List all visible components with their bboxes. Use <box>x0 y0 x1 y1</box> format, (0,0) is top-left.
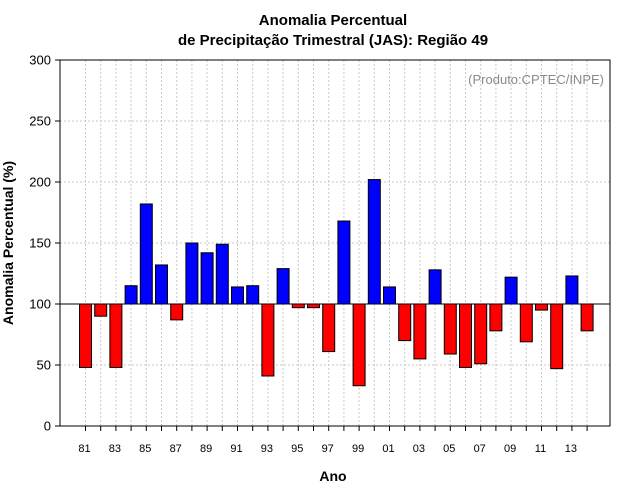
bar-00 <box>367 179 381 305</box>
bar-05 <box>443 303 457 355</box>
x-tick-label: 05 <box>443 443 455 455</box>
bar-98 <box>337 220 351 305</box>
bar-01 <box>383 286 396 305</box>
bar-85 <box>139 203 153 305</box>
y-axis: 0 50 100 150 200 250 300 <box>29 53 60 434</box>
x-tick-label: 95 <box>291 443 303 455</box>
y-axis-title: Anomalia Percentual (%) <box>0 161 16 325</box>
bar-02 <box>398 303 412 342</box>
bars <box>79 179 594 387</box>
y-tick-label: 0 <box>44 419 51 434</box>
chart-title: Anomalia Percentual <box>259 12 407 29</box>
bar-06 <box>459 303 472 368</box>
bar-09 <box>504 276 518 305</box>
bar-96 <box>307 303 320 309</box>
y-tick-label: 200 <box>29 175 51 190</box>
y-tick-label: 300 <box>29 53 51 68</box>
bar-10 <box>519 303 533 343</box>
bar-91 <box>231 286 244 305</box>
y-tick-label: 250 <box>29 114 51 129</box>
x-tick-label: 99 <box>352 443 364 455</box>
x-tick-label: 09 <box>504 443 516 455</box>
bar-07 <box>474 303 488 365</box>
bar-83 <box>109 303 123 368</box>
bar-89 <box>200 252 214 305</box>
bar-97 <box>322 303 336 353</box>
bar-84 <box>124 285 138 305</box>
credit-text: (Produto:CPTEC/INPE) <box>468 72 604 87</box>
bar-12 <box>550 303 564 370</box>
bar-99 <box>352 303 366 387</box>
x-tick-label: 87 <box>170 443 182 455</box>
bar-13 <box>565 275 579 305</box>
x-tick-label: 91 <box>230 443 242 455</box>
bar-82 <box>94 303 108 317</box>
bar-81 <box>79 303 92 368</box>
bar-87 <box>170 303 184 321</box>
chart-subtitle: de Precipitação Trimestral (JAS): Região… <box>178 32 488 49</box>
x-tick-label: 13 <box>565 443 577 455</box>
bar-11 <box>535 303 548 311</box>
x-axis-title: Ano <box>319 468 346 484</box>
x-tick-label: 81 <box>78 443 90 455</box>
bar-86 <box>155 264 168 305</box>
y-tick-label: 150 <box>29 236 51 251</box>
bar-88 <box>185 242 199 305</box>
bar-93 <box>261 303 275 377</box>
x-tick-label: 03 <box>413 443 425 455</box>
x-tick-label: 11 <box>535 443 546 455</box>
bar-94 <box>276 268 290 305</box>
bar-14 <box>580 303 594 332</box>
x-axis: 81 83 85 87 89 91 93 95 97 99 01 03 05 07 09 11 13 <box>78 426 588 455</box>
x-tick-label: 07 <box>474 443 486 455</box>
x-tick-label: 83 <box>109 443 121 455</box>
bar-95 <box>291 303 305 309</box>
x-tick-label: 93 <box>261 443 273 455</box>
x-tick-label: 01 <box>382 443 394 455</box>
bar-92 <box>246 285 260 305</box>
bar-03 <box>413 303 427 360</box>
y-tick-label: 50 <box>37 358 51 373</box>
x-tick-label: 97 <box>322 443 334 455</box>
x-tick-label: 85 <box>139 443 151 455</box>
bar-08 <box>489 303 503 332</box>
x-tick-label: 89 <box>200 443 212 455</box>
bar-90 <box>215 243 229 305</box>
y-tick-label: 100 <box>29 297 51 312</box>
bar-04 <box>428 269 442 305</box>
